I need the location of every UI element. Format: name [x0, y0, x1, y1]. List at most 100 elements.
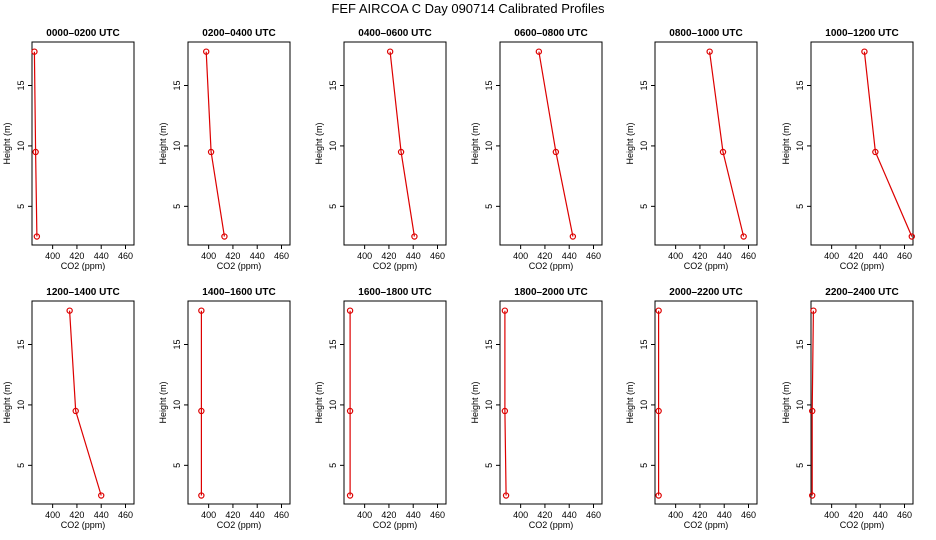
data-point [411, 233, 418, 240]
x-axis-label: CO2 (ppm) [61, 261, 106, 271]
x-axis-label: CO2 (ppm) [373, 261, 418, 271]
panel-9: 1600–1800 UTC 400 420 440 460 CO2 (ppm) 5 10 15 H… [314, 287, 447, 530]
plot-frame [343, 300, 447, 505]
x-tick-label: 420 [225, 510, 240, 520]
data-point [908, 233, 915, 240]
y-tick-label: 5 [16, 463, 26, 468]
x-axis-label: CO2 (ppm) [373, 520, 418, 530]
y-tick-label: 15 [639, 339, 649, 349]
x-tick-label: 400 [201, 251, 216, 261]
x-tick-label: 400 [45, 510, 60, 520]
x-tick-label: 460 [274, 510, 289, 520]
data-point [203, 48, 210, 55]
panel-6: 1000–1200 UTC 400 420 440 460 CO2 (ppm) 5 10 15 H… [781, 28, 915, 271]
x-tick-label: 420 [848, 251, 863, 261]
panel-title: 0800–1000 UTC [669, 28, 742, 39]
y-tick-label: 5 [172, 204, 182, 209]
x-tick-label: 420 [537, 510, 552, 520]
x-tick-label: 400 [357, 510, 372, 520]
data-point [655, 307, 662, 314]
plot-frame [654, 41, 758, 246]
plot-frame [810, 300, 914, 505]
data-point [809, 407, 816, 415]
panel-title: 0000–0200 UTC [46, 28, 119, 39]
y-tick-label: 15 [795, 80, 805, 90]
panel-title: 1200–1400 UTC [46, 287, 119, 298]
x-tick-label: 400 [824, 251, 839, 261]
plot-frame [31, 41, 135, 246]
data-point [719, 148, 727, 156]
x-tick-label: 460 [274, 251, 289, 261]
x-tick-label: 420 [69, 251, 84, 261]
data-point [397, 148, 405, 156]
plot-frame [343, 41, 447, 246]
y-tick-label: 10 [172, 400, 182, 410]
x-tick-label: 440 [250, 251, 265, 261]
data-point [501, 307, 509, 314]
x-tick-label: 420 [381, 510, 396, 520]
data-point [502, 492, 510, 499]
panel-12: 2200–2400 UTC 400 420 440 460 CO2 (ppm) 5 10 15 H… [781, 287, 914, 530]
y-tick-label: 15 [16, 80, 26, 90]
panel-5: 0800–1000 UTC 400 420 440 460 CO2 (ppm) 5 10 15 H… [625, 28, 758, 271]
x-axis-label: CO2 (ppm) [684, 261, 729, 271]
x-tick-label: 420 [381, 251, 396, 261]
y-tick-label: 15 [484, 80, 494, 90]
plot-frame [810, 41, 914, 246]
data-point [66, 307, 73, 314]
x-tick-label: 420 [225, 251, 240, 261]
y-tick-label: 5 [484, 204, 494, 209]
profile-line [205, 51, 225, 237]
data-point [569, 233, 577, 240]
y-axis-label: Height (m) [158, 381, 168, 423]
x-tick-label: 440 [717, 251, 732, 261]
plot-frame [187, 300, 291, 505]
x-axis-label: CO2 (ppm) [684, 520, 729, 530]
data-point [809, 492, 816, 499]
y-tick-label: 15 [795, 339, 805, 349]
x-tick-label: 460 [586, 251, 601, 261]
x-tick-label: 460 [897, 251, 912, 261]
x-tick-label: 460 [118, 251, 133, 261]
y-axis-label: Height (m) [2, 122, 12, 164]
x-tick-label: 440 [250, 510, 265, 520]
x-tick-label: 460 [118, 510, 133, 520]
profile-line [504, 310, 507, 496]
panel-title: 2000–2200 UTC [669, 287, 742, 298]
panel-1: 0000–0200 UTC 400 420 440 460 CO2 (ppm) 5 10 15 H… [2, 28, 135, 271]
x-tick-label: 460 [430, 251, 445, 261]
y-tick-label: 10 [639, 400, 649, 410]
x-tick-label: 440 [94, 510, 109, 520]
data-point [221, 233, 228, 240]
panel-8: 1400–1600 UTC 400 420 440 460 CO2 (ppm) 5 10 15 H… [158, 287, 291, 530]
x-tick-label: 460 [741, 251, 756, 261]
panel-title: 1400–1600 UTC [202, 287, 275, 298]
y-tick-label: 10 [16, 141, 26, 151]
y-tick-label: 5 [795, 204, 805, 209]
data-point [346, 492, 354, 499]
panel-title: 0400–0600 UTC [358, 28, 431, 39]
panel-4: 0600–0800 UTC 400 420 440 460 CO2 (ppm) 5 10 15 H… [470, 28, 603, 271]
panel-2: 0200–0400 UTC 400 420 440 460 CO2 (ppm) 5 10 15 H… [158, 28, 291, 271]
x-tick-label: 440 [562, 510, 577, 520]
x-tick-label: 400 [45, 251, 60, 261]
y-tick-label: 10 [484, 141, 494, 151]
data-point [552, 148, 560, 156]
profile-line [709, 51, 745, 237]
panel-3: 0400–0600 UTC 400 420 440 460 CO2 (ppm) 5 10 15 H… [314, 28, 447, 271]
y-axis-label: Height (m) [781, 381, 791, 423]
y-tick-label: 5 [795, 463, 805, 468]
x-tick-label: 460 [741, 510, 756, 520]
plot-frame [31, 300, 135, 505]
y-tick-label: 5 [172, 463, 182, 468]
plot-frame [499, 300, 603, 505]
panel-title: 1000–1200 UTC [825, 28, 898, 39]
x-tick-label: 420 [692, 251, 707, 261]
y-tick-label: 15 [484, 339, 494, 349]
y-tick-label: 10 [639, 141, 649, 151]
x-tick-label: 400 [668, 510, 683, 520]
panel-11: 2000–2200 UTC 400 420 440 460 CO2 (ppm) 5 10 15 H… [625, 287, 758, 530]
data-point [346, 407, 354, 415]
profile-line [538, 51, 574, 237]
